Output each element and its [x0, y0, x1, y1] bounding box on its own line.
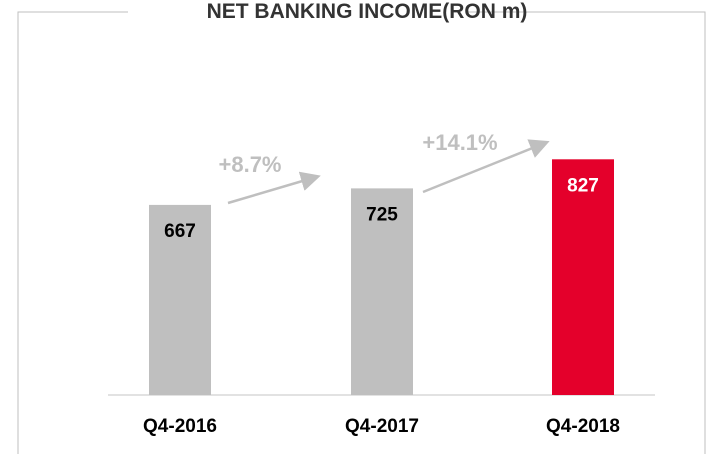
chart-title: NET BANKING INCOME(RON m): [207, 0, 528, 23]
x-tick-label: Q4-2017: [345, 416, 419, 437]
bar: [552, 159, 614, 395]
frame-right: [468, 11, 706, 454]
frame-left: [17, 11, 128, 454]
x-tick-label: Q4-2016: [143, 416, 217, 437]
value-label: 725: [366, 204, 398, 225]
growth-annotation: +14.1%: [422, 130, 497, 155]
value-label: 827: [567, 175, 599, 196]
bar: [149, 204, 211, 395]
growth-arrow: [422, 139, 550, 194]
bar: [351, 188, 413, 395]
x-tick-label: Q4-2018: [546, 416, 620, 437]
growth-arrow: [227, 171, 321, 205]
value-label: 667: [164, 221, 196, 242]
growth-annotation: +8.7%: [219, 152, 282, 177]
